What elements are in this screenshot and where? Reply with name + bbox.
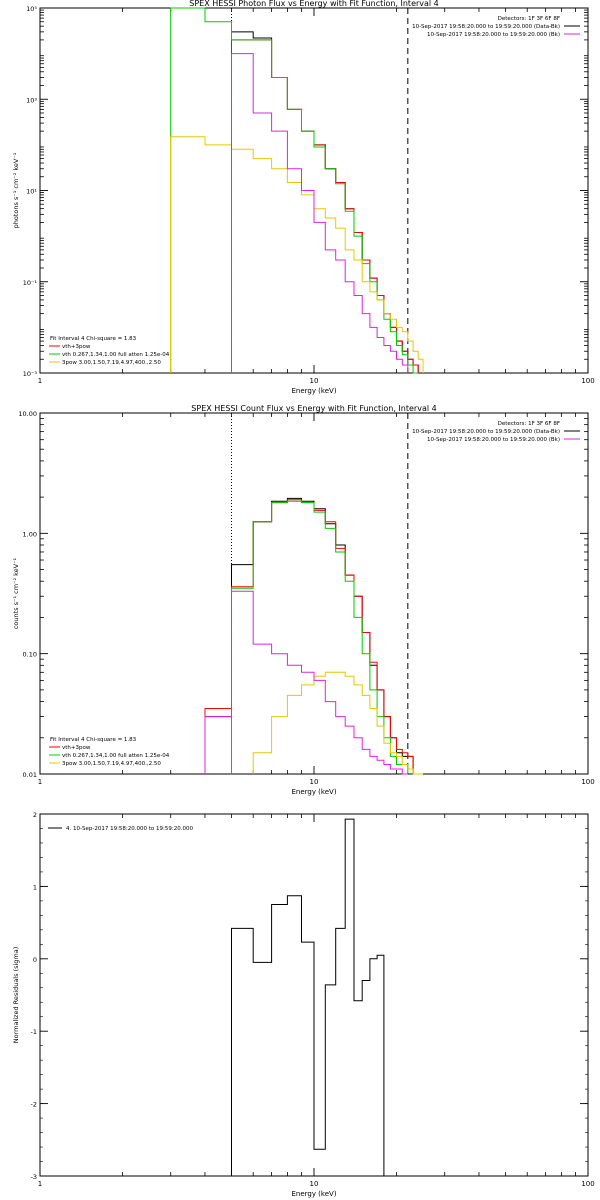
- y-axis-label: counts s⁻¹ cm⁻² keV⁻¹: [12, 557, 20, 629]
- chart-title: SPEX HESSI Photon Flux vs Energy with Fi…: [189, 0, 439, 8]
- series-line-4: [204, 590, 408, 775]
- legend-bottom-left-text: Fit Interval 4 Chi-square = 1.83: [50, 336, 137, 342]
- x-tick-label: 100: [581, 778, 594, 786]
- chart-panel-3: [39, 813, 589, 1177]
- y-tick-label: 10¹: [26, 188, 37, 196]
- legend-bottom-left-text: vth 0.267,1.34,1.00 full atten 1.25e-04: [62, 352, 170, 358]
- x-axis-label: Energy (keV): [291, 1190, 336, 1198]
- series-line-1: [204, 499, 414, 774]
- chart-panel-2: [39, 412, 589, 775]
- y-tick-label: 2: [33, 811, 37, 819]
- legend-bottom-left-text: Fit Interval 4 Chi-square = 1.83: [50, 737, 137, 743]
- chart-panel-1: [39, 7, 589, 374]
- x-axis-label: Energy (keV): [291, 387, 336, 395]
- y-tick-label: 1: [33, 883, 37, 891]
- x-tick-label: 10: [310, 1180, 319, 1188]
- x-tick-label: 100: [581, 377, 594, 385]
- y-tick-label: 10⁵: [26, 5, 37, 13]
- x-tick-label: 100: [581, 1180, 594, 1188]
- series-line-0: [204, 497, 414, 774]
- y-tick-label: -3: [31, 1173, 37, 1181]
- legend-bottom-left-text: vth+3pow: [62, 344, 91, 350]
- y-tick-label: 1.00: [23, 530, 37, 538]
- y-tick-label: 10⁻³: [23, 370, 38, 378]
- chart-title: SPEX HESSI Count Flux vs Energy with Fit…: [191, 404, 436, 413]
- y-tick-label: -2: [31, 1101, 37, 1109]
- legend-bottom-left-text: vth 0.267,1.34,1.00 full atten 1.25e-04: [62, 753, 170, 759]
- y-axis-label: Normalized Residuals (sigma): [12, 947, 20, 1044]
- series-line-3: [170, 136, 424, 373]
- legend-bottom-left-text: 3pow 3.00,1.50,7.19,4.97,400.,2.50: [62, 360, 161, 366]
- legend-top-right-text: Detectors: 1F 3F 6F 8F: [498, 421, 560, 427]
- y-tick-label: 10³: [26, 96, 37, 104]
- plot-frame: [39, 412, 589, 775]
- series-line-4: [231, 53, 409, 373]
- legend-top-right-text: Detectors: 1F 3F 6F 8F: [498, 16, 560, 22]
- series-line-2: [170, 7, 419, 374]
- legend-top-right-text: 10-Sep-2017 19:58:20.000 to 19:59:20.000…: [427, 437, 560, 443]
- series-line-2: [231, 500, 409, 774]
- y-tick-label: 10⁻¹: [23, 279, 38, 287]
- x-axis-label: Energy (keV): [291, 788, 336, 796]
- x-tick-label: 10: [310, 778, 319, 786]
- x-tick-label: 10: [310, 377, 319, 385]
- legend-top-right-text: 10-Sep-2017 19:58:20.000 to 19:59:20.000…: [412, 24, 560, 30]
- x-tick-label: 1: [38, 377, 42, 385]
- series-line-3: [252, 671, 423, 775]
- y-axis-label: photons s⁻¹ cm⁻² keV⁻¹: [12, 152, 20, 228]
- legend-top-right-text: 10-Sep-2017 19:58:20.000 to 19:59:20.000…: [427, 32, 560, 38]
- x-tick-label: 1: [38, 1180, 42, 1188]
- y-tick-label: 0.01: [23, 771, 37, 779]
- x-tick-label: 1: [38, 778, 42, 786]
- series-line-0: [231, 818, 385, 1176]
- legend-bottom-left-text: vth+3pow: [62, 745, 91, 751]
- y-tick-label: 10.00: [18, 410, 37, 418]
- legend-bottom-left-text: 3pow 3.00,1.50,7.19,4.97,400.,2.50: [62, 761, 161, 767]
- legend-text: 4. 10-Sep-2017 19:58:20.000 to 19:59:20.…: [66, 826, 193, 832]
- y-tick-label: 0.10: [23, 651, 37, 659]
- legend-top-right-text: 10-Sep-2017 19:58:20.000 to 19:59:20.000…: [412, 429, 560, 435]
- y-tick-label: 0: [33, 956, 37, 964]
- y-tick-label: -1: [31, 1028, 37, 1036]
